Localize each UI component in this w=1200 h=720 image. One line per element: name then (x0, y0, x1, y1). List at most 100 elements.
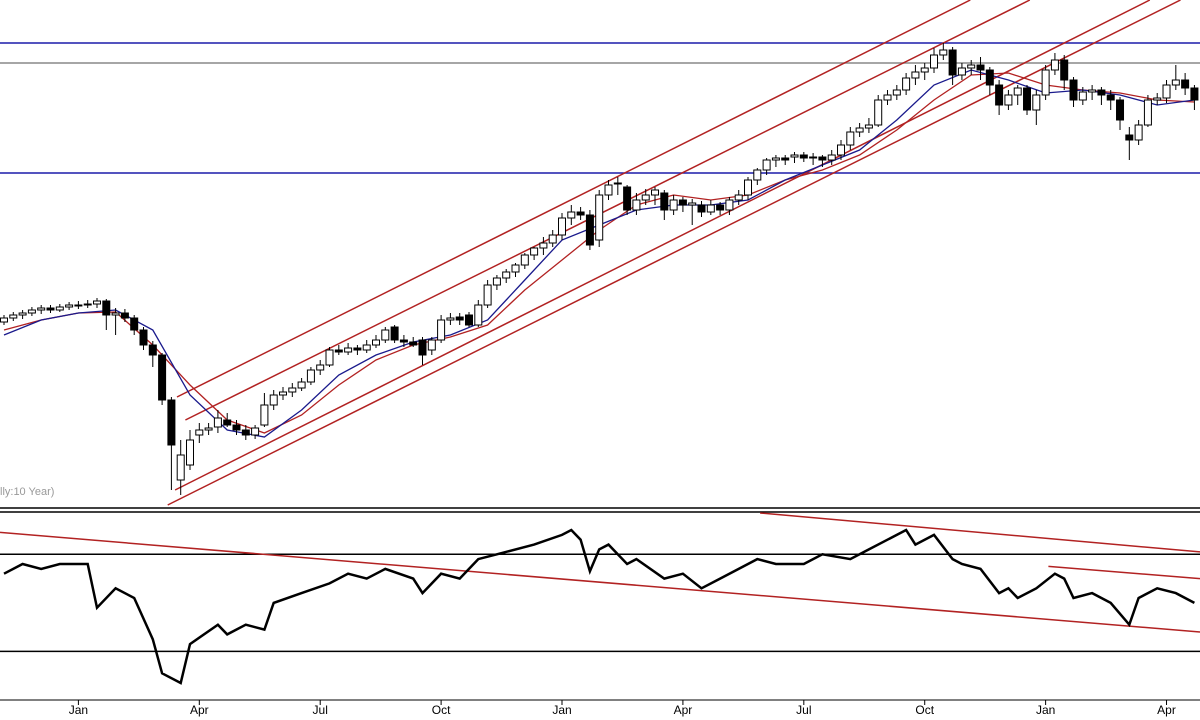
candle-body (204, 427, 213, 431)
trend-line (0, 531, 1200, 633)
candle-body (241, 429, 250, 436)
x-tick-label: Jan (552, 703, 571, 717)
candle-body (892, 89, 901, 96)
candle-body (1004, 94, 1013, 106)
candle-body (186, 439, 195, 466)
candle-body (688, 202, 697, 206)
candle-body (976, 64, 985, 71)
candle-body (864, 124, 873, 129)
trend-line (1048, 565, 1200, 580)
candle-body (1032, 94, 1041, 111)
candle-body (18, 312, 27, 316)
candle-body (985, 69, 994, 86)
candle-body (613, 182, 622, 185)
candle-body (232, 424, 241, 431)
candle-body (381, 329, 390, 341)
candle-body (37, 307, 46, 311)
candle-body (539, 242, 548, 249)
candle-body (1125, 134, 1134, 141)
trend-line (760, 512, 1200, 553)
candle-body (372, 339, 381, 346)
candle-body (306, 369, 315, 383)
candle-body (502, 271, 511, 279)
candle-body (511, 264, 520, 273)
candle-body (1171, 79, 1180, 86)
x-tick-label: Jul (313, 703, 328, 717)
candle-body (353, 347, 362, 351)
candle-body (455, 316, 464, 321)
candle-body (120, 312, 129, 319)
candle-body (697, 204, 706, 213)
candle-body (920, 67, 929, 73)
candle-body (809, 156, 818, 159)
candle-body (334, 349, 343, 353)
candle-body (437, 319, 446, 341)
candle-body (623, 186, 632, 211)
x-tick-label: Jan (69, 703, 88, 717)
candle-body (595, 194, 604, 241)
candle-body (492, 277, 501, 286)
candle-body (1143, 99, 1152, 126)
candle-body (790, 154, 799, 158)
candle-body (399, 339, 408, 343)
candle-body (548, 234, 557, 244)
candle-body (558, 217, 567, 236)
candle-body (297, 381, 306, 389)
candle-body (27, 309, 36, 314)
candle-body (911, 71, 920, 79)
candle-body (957, 67, 966, 76)
candle-body (939, 49, 948, 56)
moving-average-line (3, 69, 1195, 438)
candle-body (1162, 84, 1171, 99)
candle-body (483, 284, 492, 306)
candle-body (1023, 87, 1032, 111)
x-tick-label: Jan (1036, 703, 1055, 717)
candle-body (167, 399, 176, 446)
candle-body (734, 194, 743, 201)
candle-body (632, 199, 641, 211)
candle-body (288, 387, 297, 393)
candle-body (55, 306, 64, 311)
candle-body (111, 312, 120, 316)
candle-body (83, 303, 92, 306)
candle-body (576, 211, 585, 216)
candle-body (427, 339, 436, 351)
candle-body (465, 314, 474, 326)
candle-body (1134, 124, 1143, 141)
candle-body (744, 179, 753, 196)
candle-body (1116, 99, 1125, 121)
candle-body (883, 94, 892, 101)
candle-body (902, 77, 911, 91)
candle-body (1153, 97, 1162, 101)
candle-body (9, 314, 18, 319)
candle-body (967, 64, 976, 69)
candle-body (846, 131, 855, 146)
candle-body (474, 304, 483, 326)
candle-body (567, 211, 576, 219)
candle-body (874, 99, 883, 126)
trend-line (167, 0, 1181, 506)
candle-body (995, 84, 1004, 106)
candle-body (530, 247, 539, 256)
candle-body (827, 154, 836, 161)
candle-body (753, 169, 762, 181)
candle-body (93, 300, 102, 305)
candle-body (678, 199, 687, 206)
candle-body (818, 156, 827, 161)
candle-body (706, 204, 715, 213)
candle-body (390, 326, 399, 341)
candle-body (725, 199, 734, 211)
candle-body (641, 194, 650, 201)
candle-body (325, 349, 334, 366)
candle-body (344, 347, 353, 353)
candle-body (1190, 87, 1199, 101)
candle-body (1078, 91, 1087, 101)
candle-body (102, 300, 111, 316)
x-tick-label: Apr (674, 703, 693, 717)
candle-body (0, 317, 8, 323)
candle-body (251, 427, 260, 436)
candle-body (213, 417, 222, 428)
candle-body (930, 54, 939, 69)
candle-body (762, 159, 771, 171)
